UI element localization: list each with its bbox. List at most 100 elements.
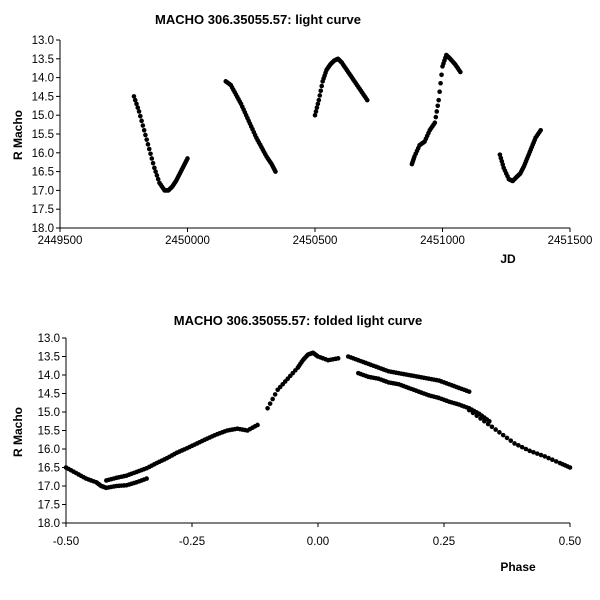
- data-point: [439, 72, 444, 78]
- x-axis-label: Phase: [500, 560, 536, 574]
- data-point: [546, 455, 551, 461]
- x-tick-label: 0.50: [559, 536, 581, 548]
- y-tick-label: 14.0: [32, 73, 54, 85]
- data-point: [478, 416, 483, 421]
- y-tick-label: 15.0: [38, 407, 60, 419]
- y-tick-label: 18.0: [32, 223, 54, 235]
- chart-title: MACHO 306.35055.57: folded light curve: [174, 313, 423, 328]
- data-point: [438, 80, 443, 86]
- data-point: [489, 424, 495, 430]
- data-point: [145, 142, 151, 147]
- data-point: [466, 407, 472, 413]
- data-point: [267, 401, 273, 406]
- y-tick-label: 14.0: [38, 370, 60, 382]
- data-point: [315, 101, 321, 107]
- data-point: [313, 109, 319, 114]
- x-tick-label: 0.00: [307, 536, 329, 548]
- data-point: [141, 127, 147, 133]
- data-point: [143, 132, 148, 138]
- x-tick-label: -0.25: [179, 536, 205, 548]
- point-layer: [63, 350, 573, 491]
- data-point: [152, 165, 157, 171]
- data-point: [312, 112, 318, 118]
- data-point: [153, 169, 158, 174]
- y-tick-label: 18.0: [38, 518, 60, 530]
- x-tick-label: 2451500: [548, 235, 593, 247]
- data-point: [134, 101, 139, 107]
- data-point: [497, 430, 502, 435]
- data-point: [516, 443, 521, 448]
- x-axis-label: JD: [500, 252, 516, 266]
- data-point: [139, 118, 144, 124]
- y-tick-label: 13.0: [32, 35, 54, 47]
- data-point: [364, 97, 370, 103]
- data-point: [527, 448, 532, 454]
- y-tick-label: 14.5: [32, 91, 54, 103]
- x-tick-label: -0.50: [53, 536, 79, 548]
- data-point: [319, 83, 324, 89]
- data-point: [314, 105, 320, 110]
- y-tick-label: 14.5: [38, 389, 60, 401]
- data-point: [519, 444, 525, 450]
- data-point: [538, 127, 543, 133]
- x-tick-label: 2451000: [420, 235, 465, 247]
- tick-layer: 13.0 13.5 14.0 14.5 15.0 15.5 16.0 16.5 17.0 17.5…: [32, 35, 593, 247]
- data-point: [335, 356, 341, 361]
- data-point: [512, 441, 517, 446]
- y-tick-label: 17.0: [32, 185, 54, 197]
- y-tick-label: 15.0: [32, 110, 54, 122]
- folded-light-curve-chart: MACHO 306.35055.57: folded light curve R…: [11, 313, 581, 574]
- y-tick-label: 13.0: [38, 333, 60, 345]
- data-point: [136, 109, 142, 114]
- data-point: [131, 94, 137, 99]
- data-point: [154, 173, 160, 178]
- data-point: [553, 459, 559, 464]
- data-point: [458, 69, 463, 75]
- data-point: [135, 105, 141, 110]
- data-point: [144, 137, 149, 142]
- y-tick-label: 16.0: [38, 444, 60, 456]
- data-point: [270, 396, 275, 402]
- data-point: [146, 146, 152, 152]
- x-tick-label: 0.25: [433, 536, 455, 548]
- data-point: [466, 389, 472, 394]
- data-point: [482, 418, 487, 424]
- data-point: [265, 406, 270, 411]
- data-point: [567, 465, 573, 470]
- y-tick-label: 16.0: [32, 148, 54, 160]
- data-point: [138, 113, 143, 119]
- data-point: [435, 103, 441, 109]
- data-point: [433, 114, 439, 120]
- y-tick-label: 16.5: [32, 167, 54, 179]
- data-point: [140, 123, 146, 128]
- data-point: [550, 457, 555, 463]
- data-point: [149, 156, 155, 161]
- y-tick-label: 17.0: [38, 481, 60, 493]
- data-point: [470, 410, 476, 416]
- data-point: [437, 89, 442, 94]
- x-tick-label: 2450000: [165, 235, 210, 247]
- y-tick-label: 16.5: [38, 463, 60, 475]
- data-point: [185, 156, 190, 161]
- data-point: [538, 452, 544, 458]
- y-tick-label: 13.5: [38, 352, 60, 364]
- data-point: [155, 176, 161, 182]
- data-point: [508, 438, 514, 443]
- data-point: [148, 151, 153, 157]
- tick-layer: 13.0 13.5 14.0 14.5 15.0 15.5 16.0 16.5 17.0 17.5…: [38, 333, 582, 548]
- data-point: [316, 97, 322, 103]
- data-point: [531, 449, 536, 455]
- data-point: [542, 454, 548, 459]
- data-point: [436, 97, 441, 103]
- data-point: [432, 120, 438, 126]
- chart-title: MACHO 306.35055.57: light curve: [155, 12, 361, 27]
- y-axis-label: R Macho: [11, 407, 25, 457]
- data-point: [534, 451, 540, 456]
- x-tick-label: 2450500: [293, 235, 338, 247]
- data-point: [318, 88, 324, 94]
- data-point: [132, 97, 138, 103]
- y-tick-label: 17.5: [32, 204, 54, 216]
- point-layer: [131, 52, 543, 193]
- data-point: [474, 413, 480, 419]
